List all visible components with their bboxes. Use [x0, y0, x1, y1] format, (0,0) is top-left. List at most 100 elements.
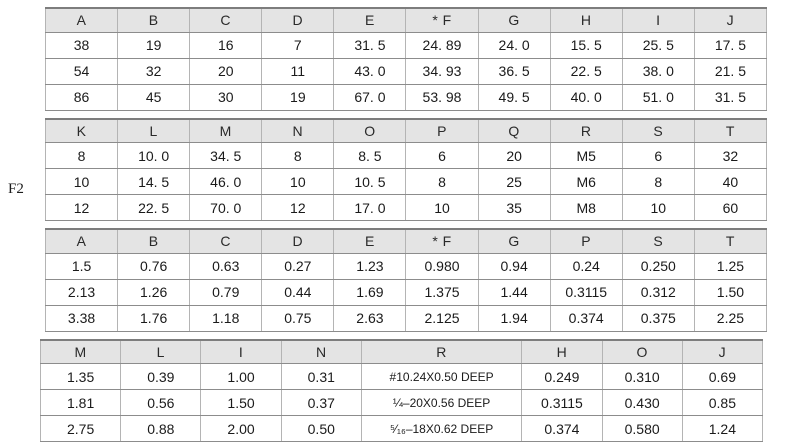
table-cell: 70. 0: [189, 194, 263, 221]
table-cell: 1.44: [477, 278, 551, 306]
column-header: E: [333, 7, 407, 33]
table-cell: 7: [261, 31, 335, 59]
table-cell: 2.00: [200, 415, 282, 442]
column-header: Q: [477, 117, 551, 143]
spec-table-metric-primary-wrap: A B C D E * F G H I J 38 19 16 7 31. 5 24. 89 24. 0 15. 5…: [44, 7, 768, 111]
table-cell: 3.38: [44, 304, 119, 332]
table-cell: 10. 0: [117, 142, 191, 169]
spec-table-inch-tapped-wrap: M L I N R H O J 1.35 0.39 1.00 0.31 #10.24X0.50 DEEP…: [39, 338, 764, 442]
table-cell: 2.75: [39, 415, 122, 442]
table-cell: 1.24: [681, 415, 764, 442]
table-cell: 6: [405, 142, 479, 169]
table-cell: 15. 5: [549, 31, 623, 59]
table-cell: 1.69: [333, 278, 407, 306]
table-cell: 0.250: [621, 252, 695, 280]
table-cell: 0.374: [549, 304, 623, 332]
column-header: * F: [405, 228, 479, 254]
table-cell: ¼–20X0.56 DEEP: [360, 389, 523, 416]
table-row: 12 22. 5 70. 0 12 17. 0 10 35 M8 10 60: [44, 194, 768, 221]
table-cell: 0.39: [120, 363, 202, 390]
table-cell: 14. 5: [117, 168, 191, 195]
table-cell: 32: [117, 57, 191, 85]
column-header: E: [333, 228, 407, 254]
table-cell: 0.249: [521, 363, 603, 390]
table-cell: 36. 5: [477, 57, 551, 85]
column-header: S: [621, 117, 695, 143]
table-row: 1.35 0.39 1.00 0.31 #10.24X0.50 DEEP 0.249 0.3…: [39, 363, 764, 390]
table-cell: 12: [44, 194, 119, 221]
table-cell: 49. 5: [477, 83, 551, 111]
table-cell: 0.312: [621, 278, 695, 306]
column-header: C: [189, 228, 263, 254]
table-cell: 0.85: [681, 389, 764, 416]
column-header: C: [189, 7, 263, 33]
table-cell: 38: [44, 31, 119, 59]
table-cell: 2.63: [333, 304, 407, 332]
table-cell: 1.50: [693, 278, 768, 306]
table-cell: 8: [44, 142, 119, 169]
table-cell: 0.31: [280, 363, 362, 390]
column-header: M: [189, 117, 263, 143]
table-cell: 25. 5: [621, 31, 695, 59]
table-cell: 1.375: [405, 278, 479, 306]
table-cell: M6: [549, 168, 623, 195]
column-header: K: [44, 117, 119, 143]
column-header: R: [549, 117, 623, 143]
table-cell: 0.27: [261, 252, 335, 280]
table-row: 1.81 0.56 1.50 0.37 ¼–20X0.56 DEEP 0.3115 0.43…: [39, 389, 764, 416]
table-cell: 43. 0: [333, 57, 407, 85]
table-cell: 1.18: [189, 304, 263, 332]
table-row: 8 10. 0 34. 5 8 8. 5 6 20 M5 6 32: [44, 142, 768, 169]
table-cell: 24. 89: [405, 31, 479, 59]
column-header: N: [261, 117, 335, 143]
table-cell: 40. 0: [549, 83, 623, 111]
column-header: A: [44, 228, 119, 254]
table-cell: #10.24X0.50 DEEP: [360, 363, 523, 390]
table-cell: M5: [549, 142, 623, 169]
table-cell: 34. 93: [405, 57, 479, 85]
table-cell: 1.50: [200, 389, 282, 416]
column-header: S: [621, 228, 695, 254]
spec-table-metric-primary: A B C D E * F G H I J 38 19 16 7 31. 5 24. 89 24. 0 15. 5…: [44, 7, 768, 111]
table-cell: 10: [261, 168, 335, 195]
spec-tables-stack: A B C D E * F G H I J 38 19 16 7 31. 5 24. 89 24. 0 15. 5…: [39, 7, 768, 442]
column-header: J: [681, 338, 764, 364]
column-header: R: [360, 338, 523, 364]
table-cell: 10: [621, 194, 695, 221]
table-cell: 0.430: [601, 389, 683, 416]
table-cell: 16: [189, 31, 263, 59]
table-cell: 0.88: [120, 415, 202, 442]
table-cell: M8: [549, 194, 623, 221]
table-row: 2.13 1.26 0.79 0.44 1.69 1.375 1.44 0.3115 0.312…: [44, 278, 768, 306]
table-cell: 19: [117, 31, 191, 59]
table-cell: 46. 0: [189, 168, 263, 195]
table-cell: 35: [477, 194, 551, 221]
table-cell: 10. 5: [333, 168, 407, 195]
table-cell: 0.374: [521, 415, 603, 442]
column-header: D: [261, 7, 335, 33]
spec-table-inch-primary-wrap: A B C D E * F G P S T 1.5 0.76 0.63 0.27 1.23 0.980 0.94…: [44, 228, 768, 332]
column-header: O: [333, 117, 407, 143]
table-cell: 17. 5: [693, 31, 768, 59]
table-row: 86 45 30 19 67. 0 53. 98 49. 5 40. 0 51. 0 31. 5: [44, 83, 768, 111]
figure-label: F2: [8, 181, 24, 197]
table-cell: 0.79: [189, 278, 263, 306]
table-cell: 32: [693, 142, 768, 169]
column-header: P: [549, 228, 623, 254]
column-header: * F: [405, 7, 479, 33]
table-cell: 53. 98: [405, 83, 479, 111]
column-header: G: [477, 228, 551, 254]
table-cell: 0.37: [280, 389, 362, 416]
column-header: D: [261, 228, 335, 254]
column-header: T: [693, 117, 768, 143]
table-cell: 17. 0: [333, 194, 407, 221]
table-cell: 0.375: [621, 304, 695, 332]
table-cell: 22. 5: [549, 57, 623, 85]
table-cell: 1.00: [200, 363, 282, 390]
table-cell: 1.5: [44, 252, 119, 280]
table-cell: 51. 0: [621, 83, 695, 111]
column-header: L: [120, 338, 202, 364]
table-cell: 60: [693, 194, 768, 221]
